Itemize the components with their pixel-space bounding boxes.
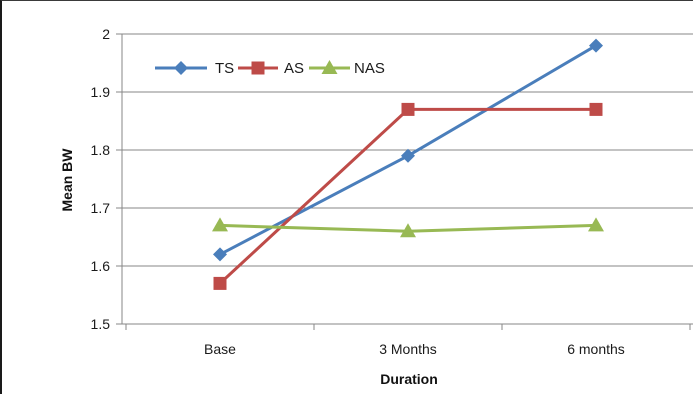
y-tick-label-1.8: 1.8 <box>91 142 111 158</box>
legend-label-ts: TS <box>215 60 234 77</box>
legend-marker-as <box>251 61 265 75</box>
data-point-nas-1 <box>400 223 416 238</box>
x-axis-title: Duration <box>380 371 438 387</box>
y-tick-label-1.5: 1.5 <box>91 316 111 332</box>
data-point-as-2 <box>589 102 603 116</box>
y-tick-label-1.9: 1.9 <box>91 84 111 100</box>
series-line-as <box>218 107 596 285</box>
legend-marker-ts <box>174 61 188 75</box>
y-tick-label-2: 2 <box>102 26 110 42</box>
data-point-as-0 <box>213 276 227 290</box>
legend-label-as: AS <box>284 60 304 77</box>
data-point-nas-2 <box>588 217 604 232</box>
y-tick-label-1.6: 1.6 <box>91 258 111 274</box>
legend: TS AS NAS <box>155 60 385 77</box>
axes <box>116 33 693 330</box>
y-tick-labels: 1.5 1.6 1.7 1.8 1.9 2 <box>91 26 111 332</box>
data-point-ts-0 <box>213 247 227 262</box>
data-point-as-1 <box>401 102 415 116</box>
legend-marker-nas <box>321 60 338 74</box>
x-tick-labels: Base 3 Months 6 months <box>204 341 625 357</box>
y-axis-title: Mean BW <box>59 148 75 212</box>
x-tick-label-base: Base <box>204 341 236 357</box>
legend-label-nas: NAS <box>354 60 385 77</box>
y-tick-label-1.7: 1.7 <box>91 200 111 216</box>
x-tick-label-6-months: 6 months <box>567 341 625 357</box>
data-point-nas-0 <box>212 217 228 232</box>
data-point-ts-1 <box>401 148 415 163</box>
data-point-ts-2 <box>589 38 603 53</box>
series <box>212 38 604 290</box>
x-tick-label-3-months: 3 Months <box>379 341 437 357</box>
